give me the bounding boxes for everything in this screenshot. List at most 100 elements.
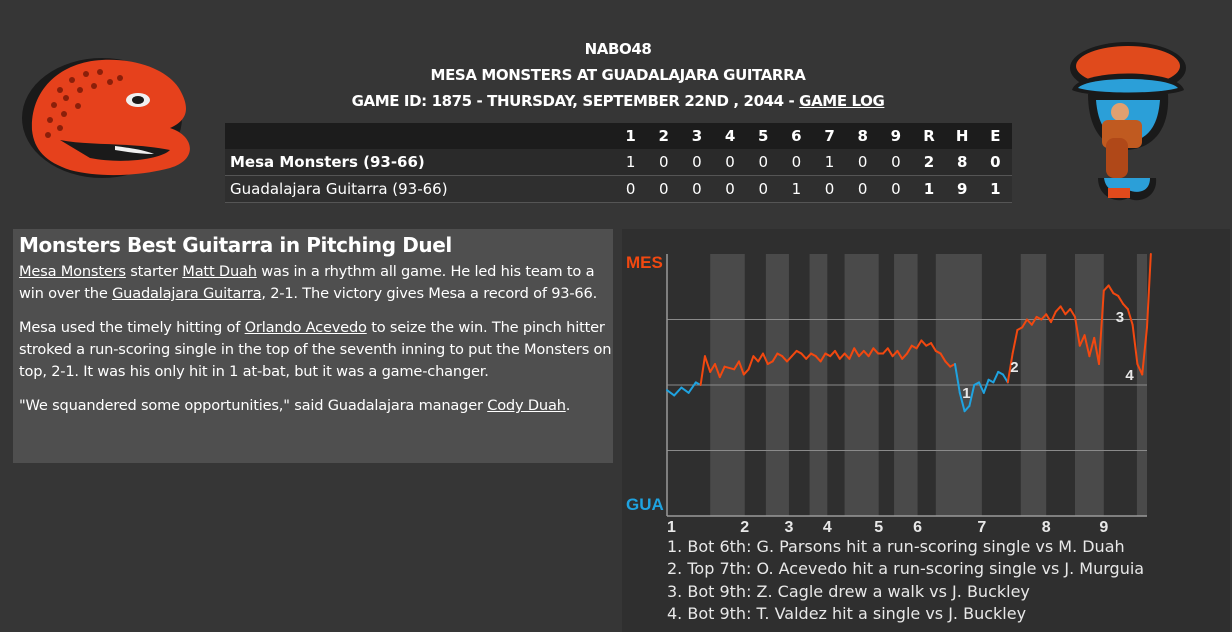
- linescore-table: 1 2 3 4 5 6 7 8 9 R H E Mesa Monsters (9…: [225, 123, 1012, 203]
- win-probability-segment: [1030, 315, 1038, 326]
- win-probability-segment: [896, 349, 904, 360]
- inning-tick-label: 3: [784, 519, 793, 536]
- win-probability-chart: 1 2 3 4 MES GUA 1 2 3 4 5 6 7 8 9: [626, 253, 1152, 536]
- key-event: 3. Bot 9th: Z. Cagle drew a walk vs J. B…: [667, 581, 1030, 601]
- win-probability-segment: [862, 349, 870, 358]
- article-text: , 2-1. The victory gives Mesa a record o…: [261, 285, 598, 302]
- inning-header: 9: [879, 123, 913, 149]
- win-probability-segment: [762, 352, 769, 366]
- win-probability-segment: [790, 349, 798, 358]
- win-probability-segment: [1131, 323, 1139, 366]
- event-marker: 3: [1116, 309, 1124, 326]
- win-probability-segment: [968, 384, 976, 407]
- win-probability-segment: [1074, 315, 1081, 347]
- event-marker: 1: [962, 385, 970, 402]
- inning-score: 0: [879, 149, 913, 176]
- win-probability-segment: [1040, 313, 1048, 321]
- win-probability-segment: [1045, 313, 1052, 324]
- opponent-link[interactable]: Guadalajara Guitarra: [112, 285, 262, 302]
- win-probability-segment: [781, 355, 788, 363]
- inning-score: 0: [846, 175, 880, 203]
- runs-total: 2: [912, 149, 946, 176]
- win-probability-segment: [1026, 318, 1033, 326]
- win-probability-segment: [742, 368, 750, 376]
- win-probability-segment: [982, 378, 990, 394]
- mesa-monsters-logo: [22, 58, 190, 178]
- win-probability-segment: [886, 347, 894, 358]
- inning-header: 6: [779, 123, 813, 149]
- inning-score: 0: [812, 175, 847, 203]
- article-text: was in a rhythm all game. He led his tea…: [19, 263, 595, 302]
- game-info-text: GAME ID: 1875 - THURSDAY, SEPTEMBER 22ND…: [351, 92, 800, 110]
- key-events-list: 1. Bot 6th: G. Parsons hit a run-scoring…: [667, 536, 1144, 625]
- win-probability-segment: [939, 352, 947, 363]
- inning-tick-label: 9: [1099, 519, 1108, 536]
- manager-link[interactable]: Cody Duah: [487, 397, 566, 414]
- win-probability-segment: [920, 339, 928, 347]
- article-paragraph: Mesa Monsters starter Matt Duah was in a…: [19, 261, 613, 305]
- inning-header: 8: [846, 123, 880, 149]
- game-recap-article: Monsters Best Guitarra in Pitching Duel …: [13, 229, 613, 463]
- win-probability-segment: [834, 349, 841, 360]
- inning-header: 1: [614, 123, 648, 149]
- inning-score: 0: [680, 149, 714, 176]
- win-probability-segment: [858, 349, 865, 358]
- article-text: to seize the win. The pinch hitter strok…: [19, 319, 612, 380]
- win-probability-segment: [1083, 334, 1091, 358]
- inning-score: 1: [779, 175, 813, 203]
- inning-tick-label: 7: [977, 519, 986, 536]
- win-probability-segment: [723, 365, 736, 371]
- runs-total: 1: [912, 175, 946, 203]
- hits-total: 8: [945, 149, 979, 176]
- win-probability-segment: [1146, 253, 1152, 329]
- inning-header: 7: [812, 123, 847, 149]
- win-probability-segment: [958, 391, 966, 413]
- linescore-row-home: Guadalajara Guitarra (93-66) 0 0 0 0 0 1…: [225, 175, 1012, 203]
- player-link[interactable]: Matt Duah: [182, 263, 257, 280]
- article-text: Mesa used the timely hitting of: [19, 319, 245, 336]
- win-probability-segment: [800, 352, 808, 360]
- win-probability-segment: [1122, 302, 1129, 311]
- errors-total: 1: [978, 175, 1012, 203]
- win-probability-segment: [814, 355, 822, 363]
- inning-header: 4: [713, 123, 747, 149]
- linescore-row-away: Mesa Monsters (93-66) 1 0 0 0 0 0 1 0 0 …: [225, 149, 1012, 176]
- event-marker: 4: [1125, 367, 1134, 384]
- win-probability-segment: [687, 381, 697, 394]
- win-probability-segment: [673, 386, 683, 397]
- win-probability-segment: [1088, 336, 1096, 358]
- game-log-link[interactable]: GAME LOG: [799, 92, 885, 110]
- inning-header: 3: [680, 123, 714, 149]
- win-probability-segment: [872, 347, 880, 355]
- win-probability-segment: [805, 352, 812, 360]
- win-probability-segment: [752, 355, 760, 363]
- inning-score: 1: [812, 149, 847, 176]
- team-link[interactable]: Mesa Monsters: [19, 263, 126, 280]
- team-name: Mesa Monsters (93-66): [225, 149, 615, 176]
- key-event: 4. Bot 9th: T. Valdez hit a single vs J.…: [667, 603, 1027, 623]
- win-probability-segment: [906, 344, 913, 355]
- inning-score: 0: [846, 149, 880, 176]
- inning-score: 0: [647, 149, 681, 176]
- inning-tick-label: 1: [667, 519, 676, 536]
- win-probability-segment: [733, 360, 740, 371]
- win-probability-segment: [1093, 336, 1100, 366]
- win-probability-segment: [901, 352, 908, 360]
- inning-score: 0: [779, 149, 813, 176]
- win-probability-segment: [944, 360, 952, 368]
- inning-tick-label: 8: [1042, 519, 1051, 536]
- win-probability-segment: [915, 339, 923, 350]
- player-link[interactable]: Orlando Acevedo: [244, 319, 367, 336]
- win-probability-segment: [1059, 305, 1067, 316]
- runs-header: R: [912, 123, 946, 149]
- win-probability-segment: [978, 381, 985, 394]
- win-probability-segment: [992, 370, 1000, 384]
- inning-score: 0: [680, 175, 714, 203]
- win-probability-segment: [1011, 328, 1019, 355]
- win-probability-segment: [882, 347, 889, 355]
- errors-total: 0: [978, 149, 1012, 176]
- article-paragraph: Mesa used the timely hitting of Orlando …: [19, 317, 613, 383]
- key-event: 1. Bot 6th: G. Parsons hit a run-scoring…: [667, 537, 1125, 556]
- win-probability-segment: [714, 363, 721, 379]
- win-probability-segment: [1064, 308, 1072, 316]
